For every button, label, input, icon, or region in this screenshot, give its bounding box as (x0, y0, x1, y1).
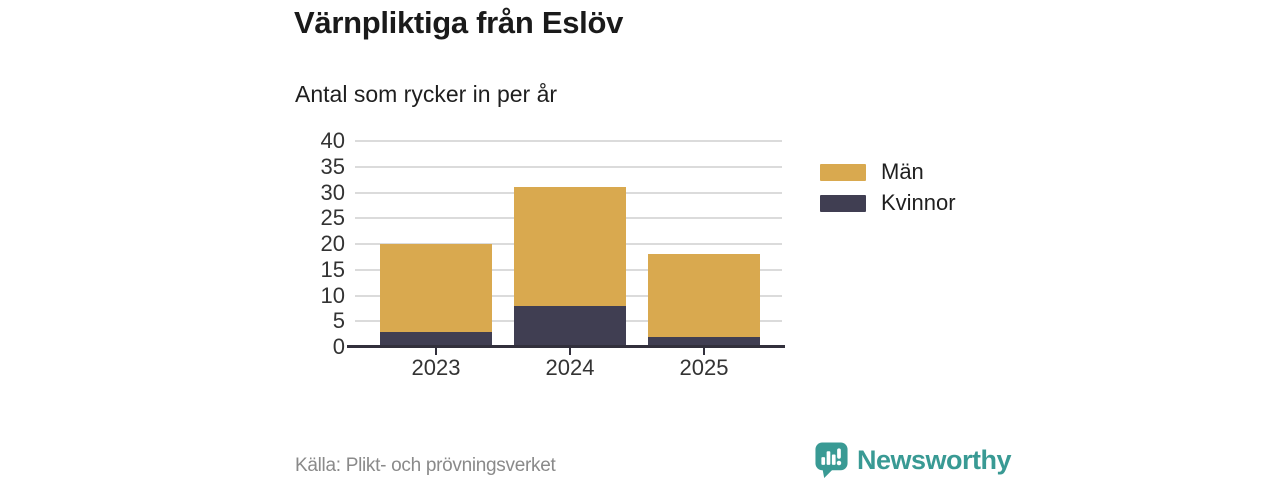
y-tick-label: 35 (320, 153, 345, 179)
x-tick-mark (703, 348, 705, 355)
legend-label: Kvinnor (881, 190, 956, 215)
source-note: Källa: Plikt- och prövningsverket (295, 455, 556, 476)
y-tick-label: 30 (320, 179, 345, 205)
x-tick-mark (569, 348, 571, 355)
bar-män-2025 (648, 254, 760, 337)
bar-män-2024 (514, 187, 626, 306)
bar-kvinnor-2024 (514, 305, 626, 347)
x-axis-line (347, 345, 785, 348)
brand-logo: Newsworthy (814, 441, 1012, 479)
legend-item-kvinnor: Kvinnor (820, 190, 956, 215)
y-tick-label: 0 (332, 334, 345, 359)
x-tick-label-2024: 2024 (545, 355, 595, 380)
chart-subtitle: Antal som rycker in per år (295, 81, 558, 107)
plot-area: 0 5 10 15 20 25 30 35 40 2023 2024 2025 (321, 129, 785, 380)
x-tick-label-2023: 2023 (411, 355, 461, 380)
legend: Män Kvinnor (820, 159, 956, 222)
x-tick-mark (435, 348, 437, 355)
y-tick-label: 20 (320, 231, 345, 256)
y-tick-label: 5 (332, 308, 345, 334)
legend-swatch (820, 163, 866, 181)
legend-swatch (820, 194, 866, 212)
legend-label: Män (881, 159, 924, 184)
chart-title: Värnpliktiga från Eslöv (294, 5, 624, 40)
gridline (355, 165, 782, 168)
y-tick-label: 40 (320, 128, 345, 153)
gridline (355, 140, 782, 142)
y-tick-label: 15 (320, 256, 345, 282)
bar-kvinnor-2023 (380, 331, 492, 347)
bar-kvinnor-2025 (648, 336, 760, 347)
y-tick-label: 25 (320, 205, 345, 231)
x-tick-label-2025: 2025 (679, 355, 729, 380)
y-tick-label: 10 (320, 282, 345, 308)
newsworthy-logo-icon (815, 442, 848, 478)
brand-name: Newsworthy (857, 444, 1012, 475)
bar-män-2023 (380, 244, 492, 332)
legend-item-män: Män (820, 159, 956, 184)
